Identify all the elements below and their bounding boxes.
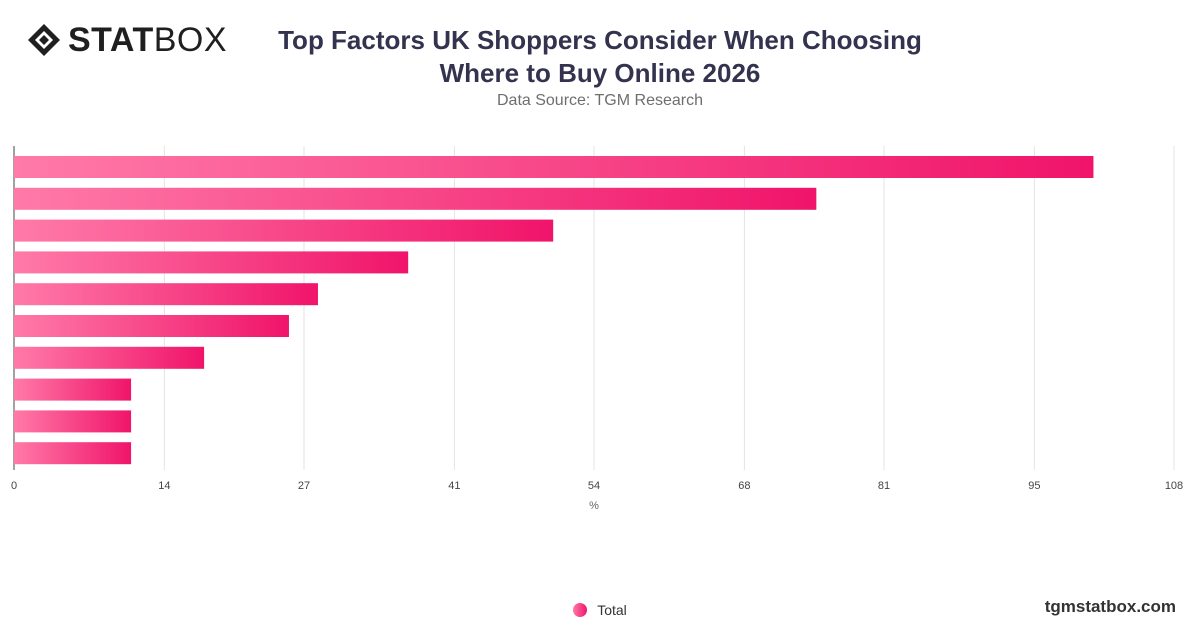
x-tick-label: 27 bbox=[298, 480, 310, 492]
x-tick-label: 41 bbox=[448, 480, 460, 492]
bar[interactable] bbox=[14, 378, 132, 401]
bar[interactable] bbox=[14, 219, 554, 242]
legend[interactable]: Total bbox=[0, 602, 1200, 618]
statbox-logo: STATBOX bbox=[26, 22, 227, 58]
bar[interactable] bbox=[14, 315, 289, 337]
bar[interactable] bbox=[14, 442, 132, 465]
x-axis-label: % bbox=[589, 500, 599, 512]
site-url[interactable]: tgmstatbox.com bbox=[1044, 597, 1176, 616]
diamond-logo-icon bbox=[28, 24, 60, 56]
logo-wordmark: STATBOX bbox=[68, 22, 227, 58]
bar[interactable] bbox=[14, 187, 817, 210]
x-tick-label: 108 bbox=[1165, 480, 1183, 492]
chart-subtitle: Data Source: TGM Research bbox=[496, 92, 703, 109]
x-tick-label: 0 bbox=[11, 480, 17, 492]
x-tick-label: 81 bbox=[878, 480, 890, 492]
bar[interactable] bbox=[14, 156, 1094, 178]
bar[interactable] bbox=[14, 346, 205, 369]
bar[interactable] bbox=[14, 251, 409, 274]
bar[interactable] bbox=[14, 410, 132, 433]
legend-series-label: Total bbox=[597, 602, 627, 618]
bar[interactable] bbox=[14, 283, 318, 306]
x-tick-label: 14 bbox=[158, 480, 170, 492]
chart-title: Top Factors UK Shoppers Consider When Ch… bbox=[278, 25, 922, 88]
x-tick-label: 68 bbox=[738, 480, 750, 492]
bar-chart: 0 14 27 41 54 68 81 95 108 % bbox=[11, 146, 1183, 512]
logo-text-bold: STAT bbox=[68, 21, 154, 59]
logo-text-light: BOX bbox=[153, 21, 228, 59]
x-tick-label: 95 bbox=[1028, 480, 1040, 492]
legend-series-marker bbox=[573, 603, 588, 617]
x-tick-label: 54 bbox=[588, 480, 600, 492]
